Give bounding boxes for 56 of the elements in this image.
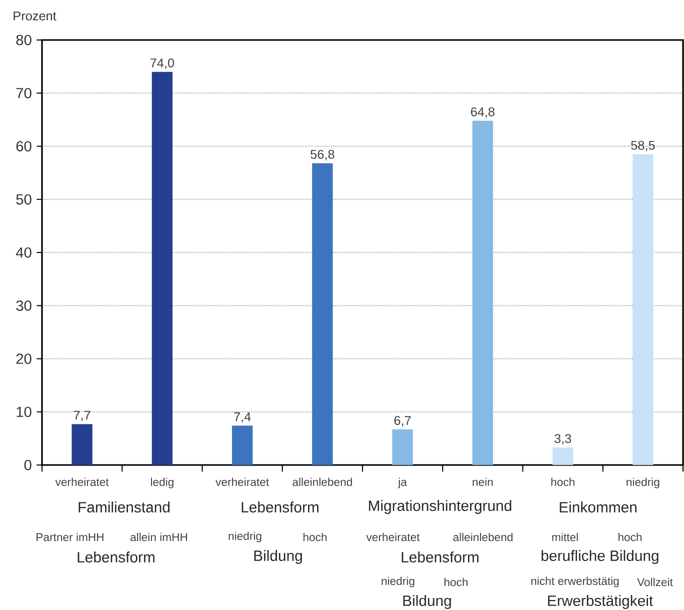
data-label: 3,3 — [554, 434, 572, 444]
y-tick-label: 60 — [16, 140, 32, 152]
bar — [312, 163, 333, 465]
bar — [552, 447, 574, 465]
text: Familienstand — [78, 501, 170, 512]
y-tick-label: 40 — [16, 247, 32, 258]
y-tick-label: 10 — [16, 406, 32, 417]
text: hoch — [618, 532, 642, 542]
text: hoch — [304, 532, 327, 542]
text: Bildung — [254, 550, 302, 564]
text: Migrationshintergrund — [369, 500, 512, 514]
y-tick-label: 50 — [16, 194, 32, 204]
bar — [392, 429, 413, 465]
text: niedrig — [228, 532, 262, 542]
y-tick-label: 20 — [16, 353, 32, 364]
bar — [72, 424, 92, 465]
y-tick-label: 80 — [16, 34, 32, 46]
text: Lebensform — [78, 551, 154, 562]
text: Lebensform — [242, 501, 318, 512]
bar — [232, 426, 253, 465]
text: niedrig — [382, 576, 414, 588]
bar — [152, 72, 173, 465]
data-label: 74,0 — [150, 58, 174, 69]
x-tick-label: verheiratet — [216, 478, 270, 486]
text: nicht erwerbstätig — [531, 576, 619, 588]
x-tick-label: ja — [398, 478, 407, 488]
data-label: 64,8 — [471, 107, 494, 118]
data-label: 7,4 — [234, 412, 251, 423]
x-tick-label: hoch — [551, 478, 574, 486]
text: Partner imHH — [36, 532, 104, 542]
y-tick-label: 0 — [24, 460, 32, 470]
data-label: 7,7 — [74, 410, 90, 422]
x-tick-label: ledig — [150, 478, 174, 488]
x-tick-label: verheiratet — [55, 478, 109, 486]
text: verheiratet — [366, 532, 420, 542]
x-tick-label: nein — [472, 478, 493, 486]
text: Bildung — [403, 594, 451, 609]
text: Einkommen — [560, 501, 636, 512]
text: alleinlebend — [453, 532, 513, 542]
text: Vollzeit — [637, 578, 673, 586]
text: Lebensform — [402, 551, 478, 562]
y-tick-label: 70 — [16, 88, 32, 98]
x-tick-label: alleinlebend — [292, 478, 352, 486]
text: berufliche Bildung — [542, 550, 658, 564]
text: mittel — [552, 532, 578, 542]
bar — [632, 154, 654, 465]
text: Erwerbstätigkeit — [548, 594, 653, 609]
x-tick-label: niedrig — [626, 478, 660, 488]
data-label: 56,8 — [310, 150, 334, 160]
y-tick-label: 30 — [16, 300, 32, 311]
y-axis-title: Prozent — [14, 11, 56, 20]
text: allein imHH — [130, 532, 188, 542]
bar — [472, 120, 494, 465]
text: hoch — [444, 578, 468, 586]
data-label: 58,5 — [631, 140, 655, 152]
data-label: 6,7 — [394, 416, 411, 426]
